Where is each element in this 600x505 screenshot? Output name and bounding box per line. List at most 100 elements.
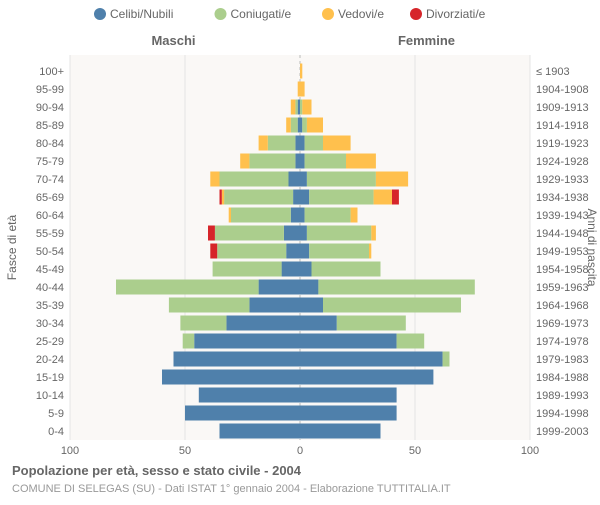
x-tick: 50 bbox=[179, 445, 191, 457]
bar-female bbox=[300, 82, 305, 97]
bar-male bbox=[284, 226, 300, 241]
bar-male bbox=[217, 244, 286, 259]
bar-female bbox=[302, 100, 311, 115]
bar-female bbox=[318, 280, 474, 295]
bar-female bbox=[300, 226, 307, 241]
bar-male bbox=[224, 190, 293, 205]
age-label: 90-94 bbox=[36, 102, 64, 114]
bar-female bbox=[300, 298, 323, 313]
bar-female bbox=[300, 262, 312, 277]
bar-male bbox=[215, 226, 284, 241]
age-label: 95-99 bbox=[36, 84, 64, 96]
bar-female bbox=[300, 316, 337, 331]
age-label: 5-9 bbox=[48, 408, 64, 420]
bar-male bbox=[293, 190, 300, 205]
bar-female bbox=[371, 226, 376, 241]
bar-male bbox=[220, 172, 289, 187]
bar-female bbox=[300, 118, 302, 133]
bar-male bbox=[268, 136, 296, 151]
bar-male bbox=[291, 118, 298, 133]
age-label: 50-54 bbox=[36, 246, 64, 258]
bar-male bbox=[286, 244, 300, 259]
birth-label: 1939-1943 bbox=[536, 210, 589, 222]
bar-male bbox=[259, 136, 268, 151]
bar-female bbox=[351, 208, 358, 223]
age-label: 60-64 bbox=[36, 210, 64, 222]
bar-female bbox=[305, 154, 346, 169]
bar-male bbox=[162, 370, 300, 385]
birth-label: 1949-1953 bbox=[536, 246, 589, 258]
y-left-title: Fasce di età bbox=[5, 214, 19, 280]
bar-female bbox=[300, 424, 381, 439]
legend-label: Coniugati/e bbox=[231, 7, 292, 21]
bar-male bbox=[210, 172, 219, 187]
birth-label: 1904-1908 bbox=[536, 84, 589, 96]
age-label: 65-69 bbox=[36, 192, 64, 204]
bar-female bbox=[307, 118, 323, 133]
bar-male bbox=[295, 154, 300, 169]
pyramid-svg: 0-41999-20035-91994-199810-141989-199315… bbox=[0, 0, 600, 500]
birth-label: 1919-1923 bbox=[536, 138, 589, 150]
bar-female bbox=[309, 190, 373, 205]
footer-title: Popolazione per età, sesso e stato civil… bbox=[12, 463, 302, 478]
bar-male bbox=[220, 424, 301, 439]
bar-female bbox=[392, 190, 399, 205]
legend-swatch bbox=[215, 8, 227, 20]
bar-female bbox=[369, 244, 371, 259]
bar-male bbox=[298, 118, 300, 133]
age-label: 30-34 bbox=[36, 318, 64, 330]
bar-male bbox=[208, 226, 215, 241]
birth-label: 1924-1928 bbox=[536, 156, 589, 168]
birth-label: 1994-1998 bbox=[536, 408, 589, 420]
birth-label: 1934-1938 bbox=[536, 192, 589, 204]
bar-female bbox=[323, 298, 461, 313]
bar-male bbox=[231, 208, 291, 223]
birth-label: 1974-1978 bbox=[536, 336, 589, 348]
bar-male bbox=[174, 352, 301, 367]
bar-male bbox=[249, 298, 300, 313]
population-pyramid-chart: { "title": "Popolazione per età, sesso e… bbox=[0, 0, 600, 500]
age-label: 25-29 bbox=[36, 336, 64, 348]
bar-male bbox=[298, 82, 300, 97]
bar-female bbox=[300, 388, 397, 403]
age-label: 85-89 bbox=[36, 120, 64, 132]
bar-male bbox=[291, 208, 300, 223]
bar-female bbox=[300, 334, 397, 349]
side-female: Femmine bbox=[398, 33, 455, 48]
legend-label: Divorziati/e bbox=[426, 7, 486, 21]
x-tick: 0 bbox=[297, 445, 303, 457]
bar-female bbox=[307, 172, 376, 187]
bar-male bbox=[226, 316, 300, 331]
bar-female bbox=[376, 172, 408, 187]
legend-swatch bbox=[322, 8, 334, 20]
bar-male bbox=[240, 154, 249, 169]
age-label: 35-39 bbox=[36, 300, 64, 312]
age-label: 45-49 bbox=[36, 264, 64, 276]
legend-label: Celibi/Nubili bbox=[110, 7, 173, 21]
bar-female bbox=[300, 190, 309, 205]
bar-female bbox=[346, 154, 376, 169]
bar-male bbox=[229, 208, 231, 223]
bar-female bbox=[302, 118, 307, 133]
x-tick: 50 bbox=[409, 445, 421, 457]
bar-male bbox=[199, 388, 300, 403]
age-label: 10-14 bbox=[36, 390, 64, 402]
bar-female bbox=[312, 262, 381, 277]
bar-male bbox=[213, 262, 282, 277]
birth-label: 1969-1973 bbox=[536, 318, 589, 330]
age-label: 0-4 bbox=[48, 426, 64, 438]
bar-female bbox=[337, 316, 406, 331]
bar-male bbox=[169, 298, 250, 313]
bar-female bbox=[300, 244, 309, 259]
age-label: 55-59 bbox=[36, 228, 64, 240]
bar-female bbox=[443, 352, 450, 367]
birth-label: 1954-1958 bbox=[536, 264, 589, 276]
birth-label: 1964-1968 bbox=[536, 300, 589, 312]
bar-male bbox=[291, 100, 296, 115]
bar-male bbox=[298, 100, 300, 115]
y-right-title: Anni di nascita bbox=[585, 208, 599, 286]
side-male: Maschi bbox=[151, 33, 195, 48]
bar-male bbox=[180, 316, 226, 331]
birth-label: 1984-1988 bbox=[536, 372, 589, 384]
birth-label: 1929-1933 bbox=[536, 174, 589, 186]
